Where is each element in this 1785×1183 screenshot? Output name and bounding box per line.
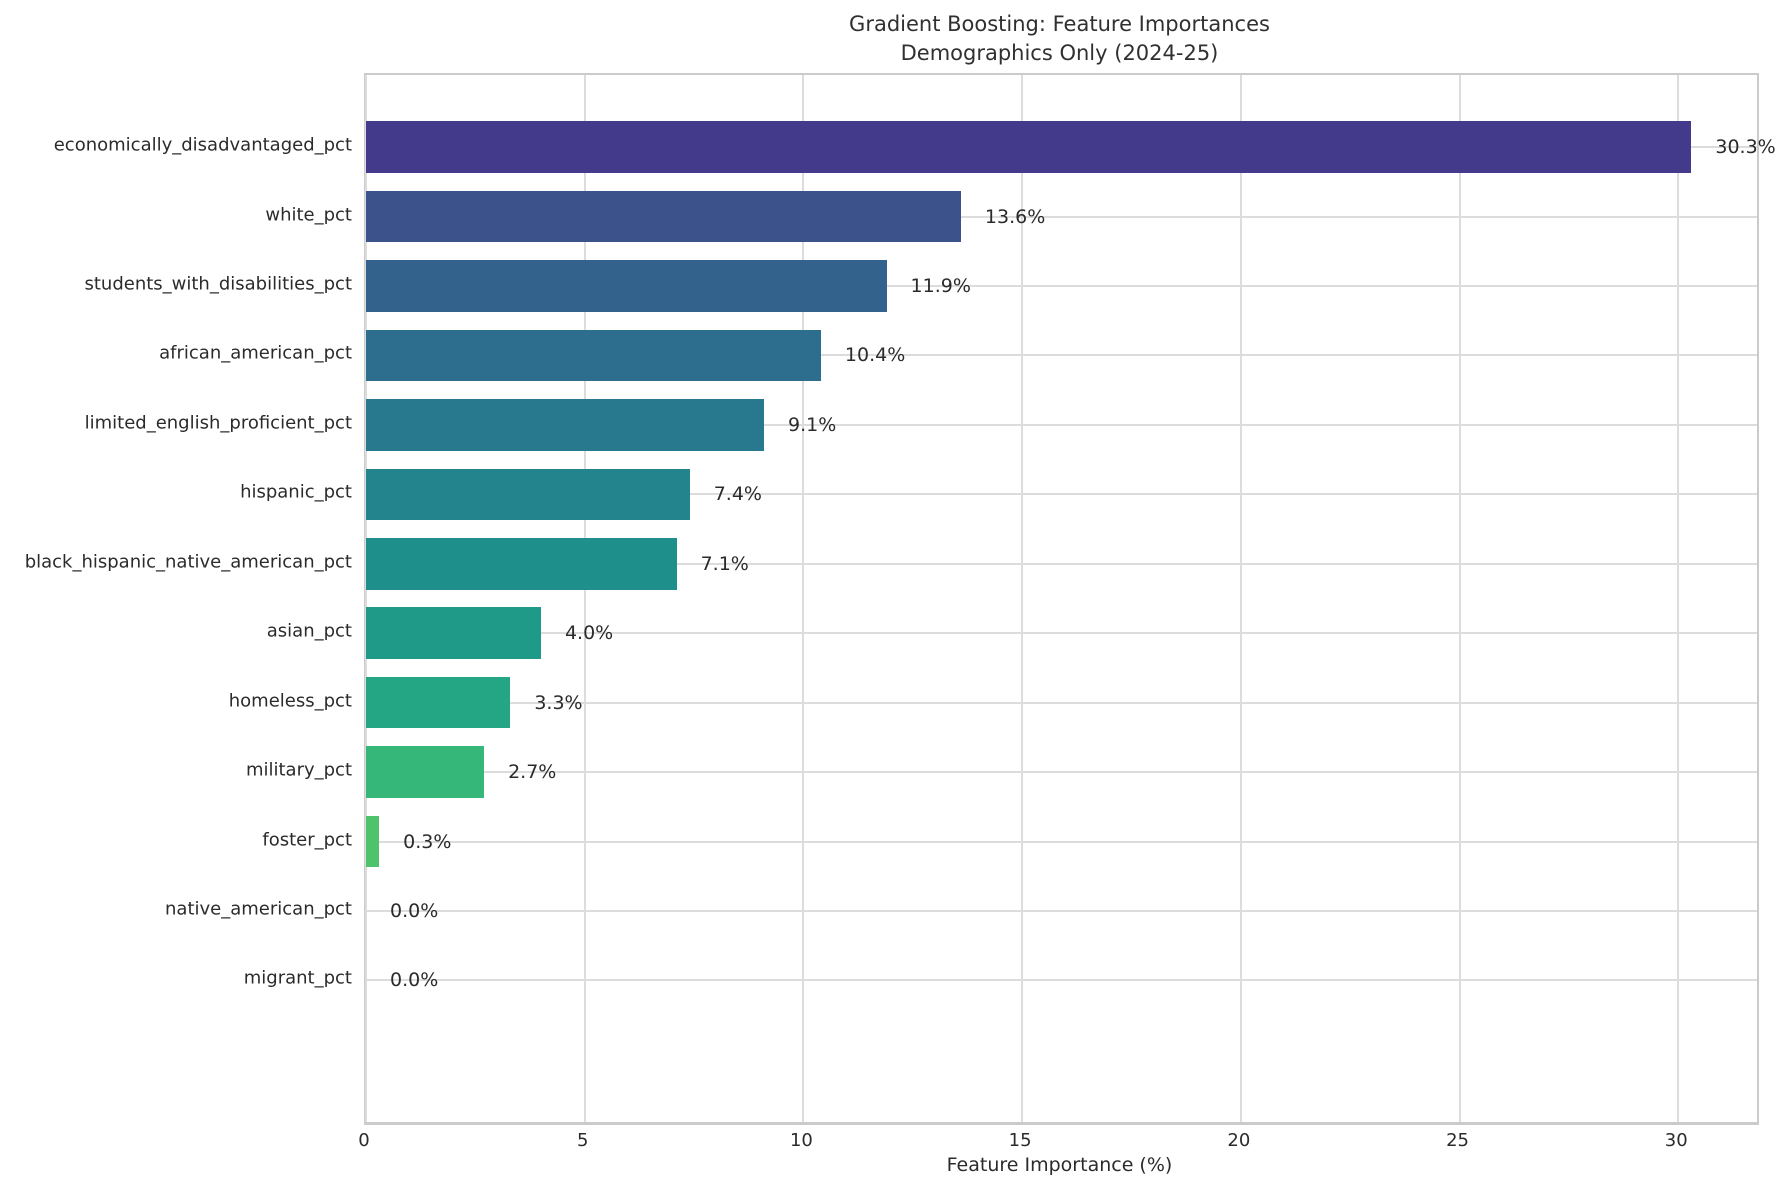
category-label-homeless_pct: homeless_pct bbox=[228, 690, 352, 712]
category-label-students_with_disabilities_pct: students_with_disabilities_pct bbox=[84, 273, 352, 295]
gridline-horizontal bbox=[366, 701, 1757, 704]
gridline-vertical bbox=[802, 75, 805, 1122]
gridline-horizontal bbox=[366, 909, 1757, 912]
bar-value-label: 7.4% bbox=[713, 483, 762, 506]
gridline-horizontal bbox=[366, 771, 1757, 774]
bar-homeless_pct bbox=[366, 676, 511, 729]
gridline-horizontal bbox=[366, 840, 1757, 843]
gridline-vertical bbox=[583, 75, 586, 1122]
gridline-vertical bbox=[1677, 75, 1680, 1122]
gridline-horizontal bbox=[366, 354, 1757, 357]
bar-asian_pct bbox=[366, 607, 541, 660]
bar-value-label: 30.3% bbox=[1715, 136, 1776, 159]
gridline-vertical bbox=[1239, 75, 1242, 1122]
bar-value-label: 7.1% bbox=[700, 552, 749, 575]
bar-value-label: 0.3% bbox=[403, 830, 452, 853]
bar-value-label: 2.7% bbox=[508, 761, 557, 784]
gridline-horizontal bbox=[366, 285, 1757, 288]
category-label-african_american_pct: african_american_pct bbox=[159, 342, 352, 364]
category-label-foster_pct: foster_pct bbox=[262, 829, 352, 850]
gridline-horizontal bbox=[366, 493, 1757, 496]
gridline-horizontal bbox=[366, 423, 1757, 426]
bar-students_with_disabilities_pct bbox=[366, 260, 887, 312]
category-label-black_hispanic_native_american_pct: black_hispanic_native_american_pct bbox=[24, 551, 352, 573]
gridline-horizontal bbox=[366, 562, 1757, 565]
bar-white_pct bbox=[366, 190, 961, 243]
bar-value-label: 11.9% bbox=[910, 275, 971, 298]
category-label-asian_pct: asian_pct bbox=[266, 620, 352, 642]
gridline-horizontal bbox=[366, 632, 1757, 635]
gridline-vertical bbox=[1021, 75, 1024, 1122]
plot-area: 30.3% 13.6% 11.9% 10.4% 9.1% 7.4% 7.1% 4.0% 3.3%… bbox=[364, 73, 1776, 1125]
x-tick-label: 0 bbox=[358, 1130, 370, 1151]
bar-value-label: 3.3% bbox=[534, 691, 583, 714]
gridline-vertical bbox=[365, 75, 367, 1122]
x-tick-label: 10 bbox=[789, 1130, 813, 1151]
x-tick-label: 20 bbox=[1227, 1130, 1251, 1151]
title-block: Gradient Boosting: Feature Importances D… bbox=[364, 10, 1755, 68]
chart-subtitle: Demographics Only (2024-25) bbox=[900, 41, 1219, 65]
bar-african_american_pct bbox=[366, 329, 821, 382]
category-label-native_american_pct: native_american_pct bbox=[165, 898, 352, 920]
x-tick-label: 30 bbox=[1664, 1130, 1688, 1151]
bar-value-label: 0.0% bbox=[390, 899, 439, 922]
x-axis-label: Feature Importance (%) bbox=[946, 1154, 1173, 1176]
x-tick-label: 5 bbox=[576, 1130, 589, 1151]
bar-value-label: 10.4% bbox=[844, 344, 906, 367]
chart-title: Gradient Boosting: Feature Importances bbox=[849, 12, 1270, 36]
bar-value-label: 13.6% bbox=[984, 205, 1046, 228]
x-tick-label: 25 bbox=[1446, 1130, 1469, 1151]
category-label-migrant_pct: migrant_pct bbox=[243, 967, 352, 989]
x-tick-label: 15 bbox=[1008, 1130, 1032, 1151]
bar-black_hispanic_native_american_pct bbox=[366, 537, 677, 590]
category-label-limited_english_proficient_pct: limited_english_proficient_pct bbox=[84, 412, 352, 434]
bar-value-label: 4.0% bbox=[564, 622, 614, 645]
category-label-economically_disadvantaged_pct: economically_disadvantaged_pct bbox=[53, 134, 352, 156]
category-label-white_pct: white_pct bbox=[265, 204, 352, 226]
category-label-military_pct: military_pct bbox=[245, 759, 352, 781]
bar-hispanic_pct bbox=[366, 468, 690, 521]
bar-value-label: 0.0% bbox=[390, 969, 439, 992]
bar-military_pct bbox=[366, 746, 485, 798]
bar-economically_disadvantaged_pct bbox=[366, 121, 1692, 174]
gridline-horizontal bbox=[366, 215, 1757, 218]
gridline-vertical bbox=[1458, 75, 1461, 1122]
category-label-hispanic_pct: hispanic_pct bbox=[240, 481, 352, 503]
bar-limited_english_proficient_pct bbox=[366, 399, 765, 451]
bar-foster_pct bbox=[366, 815, 380, 868]
gridline-horizontal bbox=[366, 979, 1757, 982]
bar-value-label: 9.1% bbox=[788, 413, 837, 436]
